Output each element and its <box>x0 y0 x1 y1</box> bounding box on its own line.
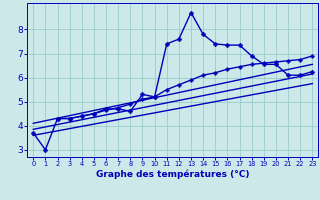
X-axis label: Graphe des températures (°C): Graphe des températures (°C) <box>96 170 250 179</box>
